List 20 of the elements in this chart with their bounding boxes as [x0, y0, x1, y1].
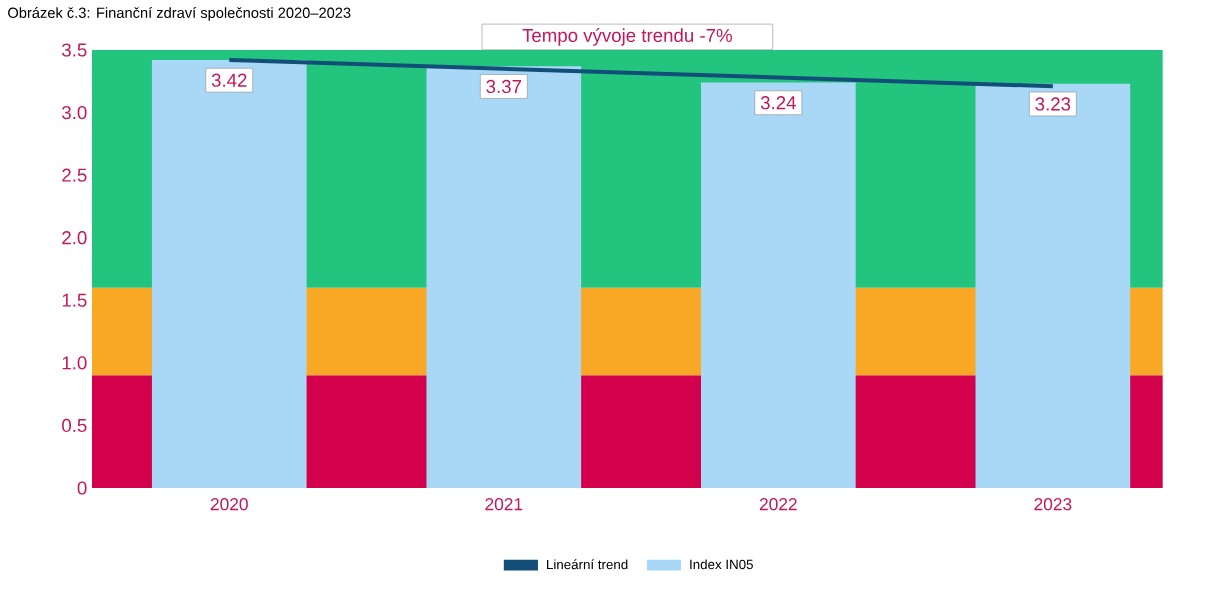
- x-tick-label: 2020: [210, 498, 248, 511]
- y-tick-label: 3.5: [62, 43, 87, 57]
- text: 0: [77, 481, 87, 495]
- data-label: 3.23: [1035, 97, 1071, 111]
- y-tick-label: 2.5: [62, 168, 87, 182]
- y-tick-label: 3.0: [62, 105, 87, 120]
- y-tick-label: 2.0: [62, 231, 87, 245]
- y-tick-label: 1.0: [62, 356, 87, 370]
- x-tick-label: 2022: [759, 498, 797, 511]
- y-tick-label: 0.5: [62, 418, 87, 433]
- data-label: 3.42: [211, 73, 247, 87]
- text: Tempo vývoje trendu -7%: [522, 28, 732, 46]
- chart-title: Obrázek č.3: Finanční zdraví společnosti 2020–2023: [8, 7, 351, 21]
- data-label: 3.24: [760, 96, 796, 110]
- x-tick-label: 2023: [1034, 498, 1072, 511]
- legend-label: Index IN05: [690, 559, 753, 570]
- legend-label: Lineární trend: [547, 559, 628, 570]
- y-tick-label: 1.5: [62, 293, 87, 307]
- x-tick-label: 2021: [485, 498, 523, 511]
- data-label: 3.37: [486, 79, 522, 94]
